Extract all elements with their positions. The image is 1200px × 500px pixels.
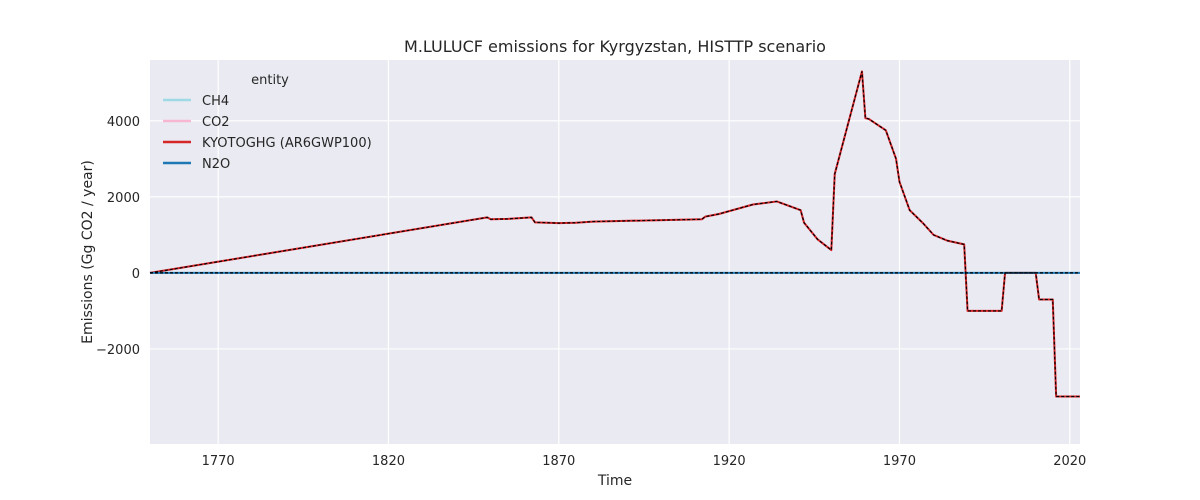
legend-label-co2: CO2 [202,115,230,130]
plot-background [150,60,1080,444]
x-tick-label: 1820 [372,454,405,469]
x-tick-label: 1920 [713,454,746,469]
y-tick-label: −2000 [96,343,140,358]
y-tick-label: 0 [132,267,140,282]
grid-lines [150,60,1080,444]
y-axis-label: Emissions (Gg CO2 / year) [80,160,96,344]
legend: entity CH4 CO2 KYOTOGHG (AR6GWP100) N2O [163,73,372,172]
y-tick-label: 2000 [107,191,140,206]
legend-label-ch4: CH4 [202,94,229,109]
x-tick-label: 1770 [202,454,235,469]
dashed-overlay-kyotoghg-ar6gwp100 [149,71,1080,398]
series-layer [149,70,1080,398]
legend-title: entity [251,73,289,88]
y-tick-label: 4000 [107,115,140,130]
x-tick-label: 2020 [1053,454,1086,469]
x-tick-labels: 1770 1820 1870 1920 1970 2020 [202,454,1087,469]
x-axis-label: Time [597,473,632,489]
x-tick-label: 1970 [883,454,916,469]
y-tick-labels: −2000 0 2000 4000 [96,115,140,358]
x-tick-label: 1870 [542,454,575,469]
chart-title: M.LULUCF emissions for Kyrgyzstan, HISTT… [404,37,826,56]
legend-label-kyotoghg-ar6gwp100: KYOTOGHG (AR6GWP100) [202,136,372,151]
legend-label-n2o: N2O [202,157,230,172]
